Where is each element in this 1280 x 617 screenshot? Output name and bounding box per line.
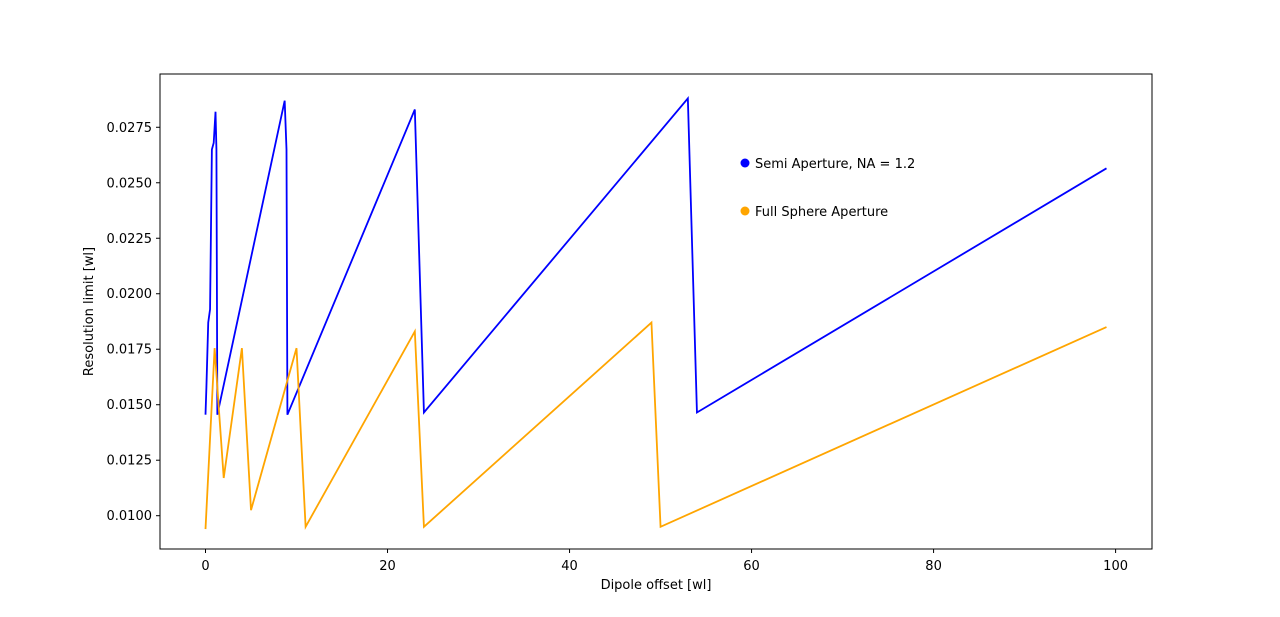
x-tick-label: 60 — [743, 559, 760, 574]
y-tick-label: 0.0150 — [107, 398, 153, 413]
plot-frame — [159, 73, 1153, 550]
x-tick-label: 80 — [925, 559, 942, 574]
x-tick-label: 100 — [1103, 559, 1128, 574]
legend-marker-2 — [740, 206, 750, 216]
y-tick-label: 0.0275 — [107, 121, 153, 136]
y-tick-label: 0.0250 — [107, 176, 153, 191]
legend-label-2: Full Sphere Aperture — [755, 205, 888, 220]
y-tick-label: 0.0100 — [107, 509, 153, 524]
x-tick-label: 20 — [379, 559, 396, 574]
y-tick-label: 0.0225 — [107, 232, 153, 247]
x-tick-label: 40 — [561, 559, 578, 574]
y-axis: 0.0100 0.0125 0.0150 0.0175 0.0200 0.0225 0.02… — [107, 121, 160, 524]
legend-marker-1 — [740, 158, 750, 168]
x-axis: 0 20 40 60 80 100 — [201, 549, 1128, 574]
y-tick-label: 0.0175 — [107, 343, 153, 358]
x-tick-label: 0 — [201, 559, 209, 574]
x-axis-title: Dipole offset [wl] — [601, 578, 712, 593]
series-line-1 — [204, 96, 1107, 416]
y-tick-label: 0.0125 — [107, 454, 153, 469]
series-line-2 — [204, 320, 1107, 530]
y-axis-title: Resolution limit [wl] — [82, 247, 97, 376]
legend-label-1: Semi Aperture, NA = 1.2 — [755, 157, 915, 172]
y-tick-label: 0.0200 — [107, 287, 153, 302]
series-layer — [204, 96, 1107, 530]
legend: Semi Aperture, NA = 1.2 Full Sphere Apert… — [740, 157, 915, 220]
